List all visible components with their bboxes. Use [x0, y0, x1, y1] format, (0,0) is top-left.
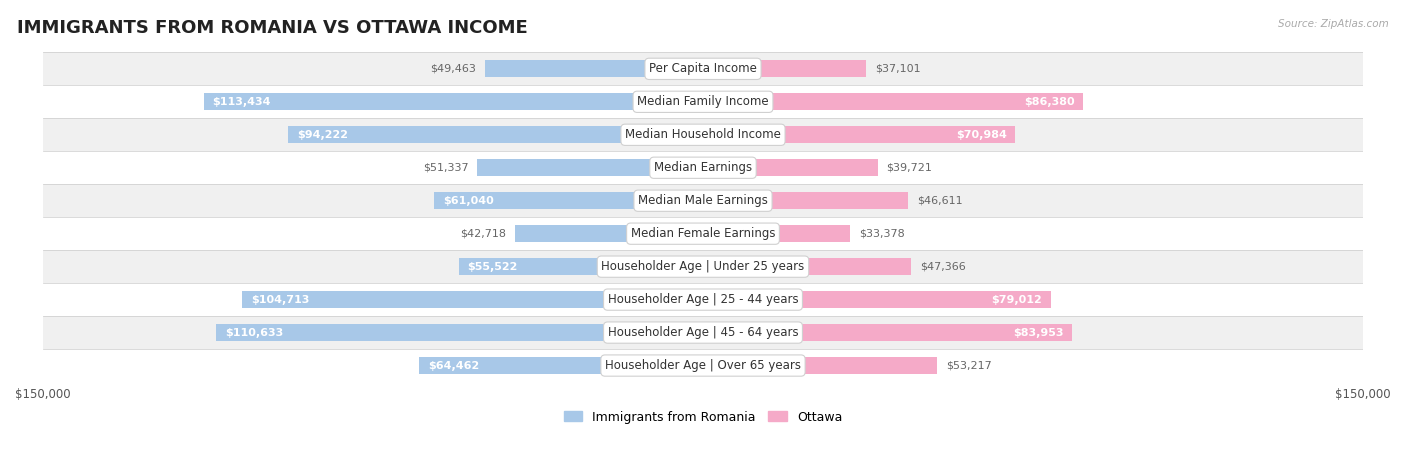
Bar [419, 357, 703, 374]
Bar [703, 60, 866, 78]
Text: $61,040: $61,040 [443, 196, 494, 206]
Bar [668, 93, 703, 110]
Bar [703, 357, 938, 374]
Text: $51,337: $51,337 [423, 163, 468, 173]
Bar [42, 118, 1364, 151]
Bar [703, 93, 1083, 110]
Bar [515, 225, 703, 242]
Text: IMMIGRANTS FROM ROMANIA VS OTTAWA INCOME: IMMIGRANTS FROM ROMANIA VS OTTAWA INCOME [17, 19, 527, 37]
Text: Median Earnings: Median Earnings [654, 161, 752, 174]
Bar [703, 225, 849, 242]
Bar [668, 192, 703, 209]
Text: Median Household Income: Median Household Income [626, 128, 780, 142]
Bar [668, 258, 703, 275]
Text: Median Female Earnings: Median Female Earnings [631, 227, 775, 240]
Bar [703, 159, 730, 177]
Bar [668, 324, 703, 341]
Text: $37,101: $37,101 [875, 64, 921, 74]
Bar [671, 60, 703, 78]
Text: $110,633: $110,633 [225, 327, 283, 338]
Text: Householder Age | Over 65 years: Householder Age | Over 65 years [605, 359, 801, 372]
Bar [42, 283, 1364, 316]
Bar [675, 225, 703, 242]
Text: Householder Age | 25 - 44 years: Householder Age | 25 - 44 years [607, 293, 799, 306]
Bar [42, 85, 1364, 118]
Bar [703, 291, 738, 308]
Bar [703, 225, 725, 242]
Bar [703, 126, 738, 143]
Text: Householder Age | 45 - 64 years: Householder Age | 45 - 64 years [607, 326, 799, 339]
Bar [703, 324, 1073, 341]
Text: $70,984: $70,984 [956, 130, 1007, 140]
Bar [668, 357, 703, 374]
Text: $94,222: $94,222 [297, 130, 349, 140]
Text: Per Capita Income: Per Capita Income [650, 62, 756, 75]
Text: $47,366: $47,366 [921, 262, 966, 272]
Bar [42, 250, 1364, 283]
Text: Householder Age | Under 25 years: Householder Age | Under 25 years [602, 260, 804, 273]
Bar [477, 159, 703, 177]
Bar [204, 93, 703, 110]
Bar [703, 192, 908, 209]
Text: $49,463: $49,463 [430, 64, 477, 74]
Bar [42, 151, 1364, 184]
Text: $39,721: $39,721 [887, 163, 932, 173]
Text: Median Family Income: Median Family Income [637, 95, 769, 108]
Bar [703, 357, 738, 374]
Bar [42, 316, 1364, 349]
Legend: Immigrants from Romania, Ottawa: Immigrants from Romania, Ottawa [558, 405, 848, 429]
Text: $46,611: $46,611 [917, 196, 963, 206]
Bar [42, 217, 1364, 250]
Text: $53,217: $53,217 [946, 361, 991, 370]
Bar [288, 126, 703, 143]
Bar [703, 291, 1050, 308]
Bar [668, 291, 703, 308]
Bar [703, 258, 911, 275]
Text: $83,953: $83,953 [1014, 327, 1064, 338]
Text: $42,718: $42,718 [460, 229, 506, 239]
Text: $86,380: $86,380 [1024, 97, 1074, 107]
Bar [703, 159, 877, 177]
Bar [668, 126, 703, 143]
Text: $104,713: $104,713 [250, 295, 309, 304]
Bar [42, 184, 1364, 217]
Text: $64,462: $64,462 [427, 361, 479, 370]
Text: $33,378: $33,378 [859, 229, 904, 239]
Bar [217, 324, 703, 341]
Text: Source: ZipAtlas.com: Source: ZipAtlas.com [1278, 19, 1389, 28]
Bar [458, 258, 703, 275]
Bar [703, 60, 727, 78]
Text: $113,434: $113,434 [212, 97, 271, 107]
Bar [703, 192, 734, 209]
Bar [242, 291, 703, 308]
Bar [703, 258, 734, 275]
Bar [703, 126, 1015, 143]
Bar [42, 349, 1364, 382]
Bar [703, 93, 738, 110]
Text: $55,522: $55,522 [467, 262, 517, 272]
Bar [42, 52, 1364, 85]
Bar [669, 159, 703, 177]
Text: Median Male Earnings: Median Male Earnings [638, 194, 768, 207]
Bar [434, 192, 703, 209]
Bar [703, 324, 738, 341]
Text: $79,012: $79,012 [991, 295, 1042, 304]
Bar [485, 60, 703, 78]
